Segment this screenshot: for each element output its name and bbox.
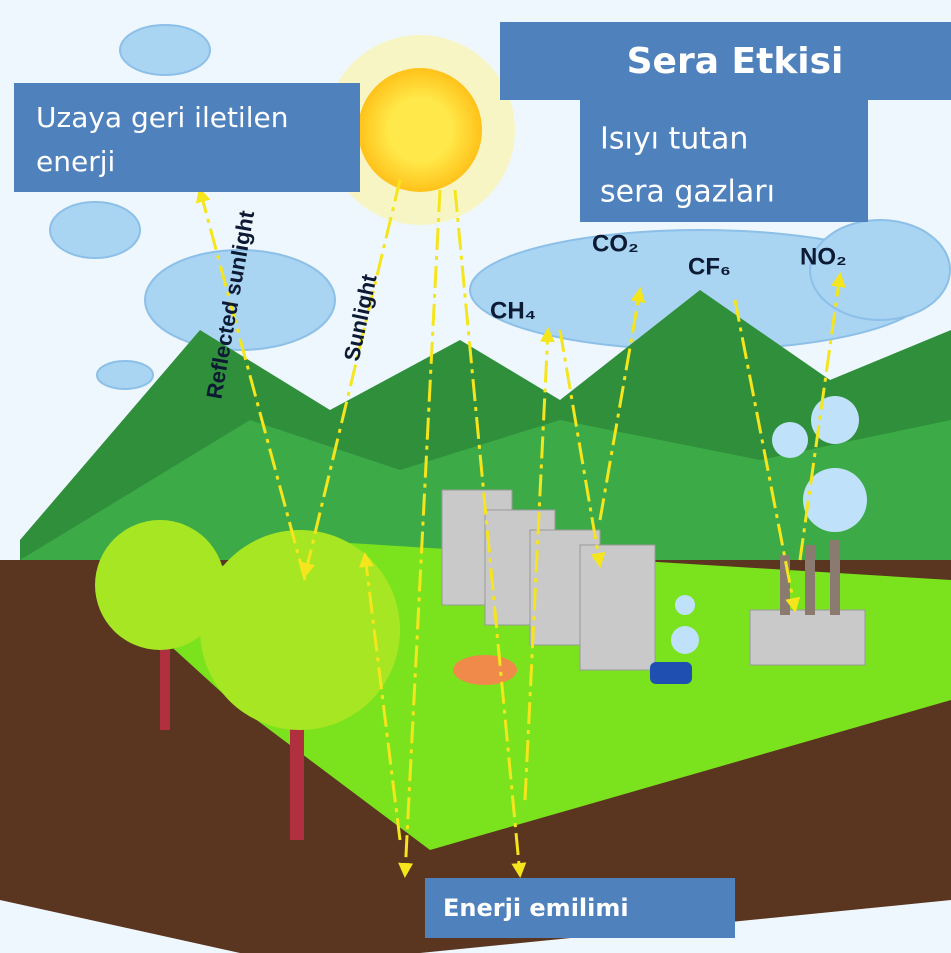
smoke xyxy=(772,422,808,458)
cloud xyxy=(120,25,210,75)
label-line: enerji xyxy=(36,145,115,178)
smoke xyxy=(675,595,695,615)
label-line: sera gazları xyxy=(600,175,775,210)
smoke xyxy=(671,626,699,654)
greenhouse-diagram: Reflected sunlight Sunlight CO₂ CF₆ NO₂ … xyxy=(0,0,951,953)
car xyxy=(650,662,692,684)
cloud xyxy=(50,202,140,258)
cow xyxy=(453,655,517,685)
sun xyxy=(358,68,482,192)
gas-name: CH₄ xyxy=(490,297,536,324)
factory xyxy=(750,610,865,665)
label-line: Isıyı tutan xyxy=(600,122,748,157)
cloud xyxy=(97,361,153,389)
label-line: Uzaya geri iletilen xyxy=(36,101,288,134)
absorption-label: Enerji emilimi xyxy=(443,894,629,922)
gas-name: NO₂ xyxy=(800,243,847,270)
title: Sera Etkisi xyxy=(627,41,844,82)
chimney xyxy=(830,540,840,615)
gas-name: CO₂ xyxy=(592,230,639,257)
gas-name: CF₆ xyxy=(688,253,731,280)
chimney xyxy=(805,545,815,615)
building xyxy=(580,545,655,670)
